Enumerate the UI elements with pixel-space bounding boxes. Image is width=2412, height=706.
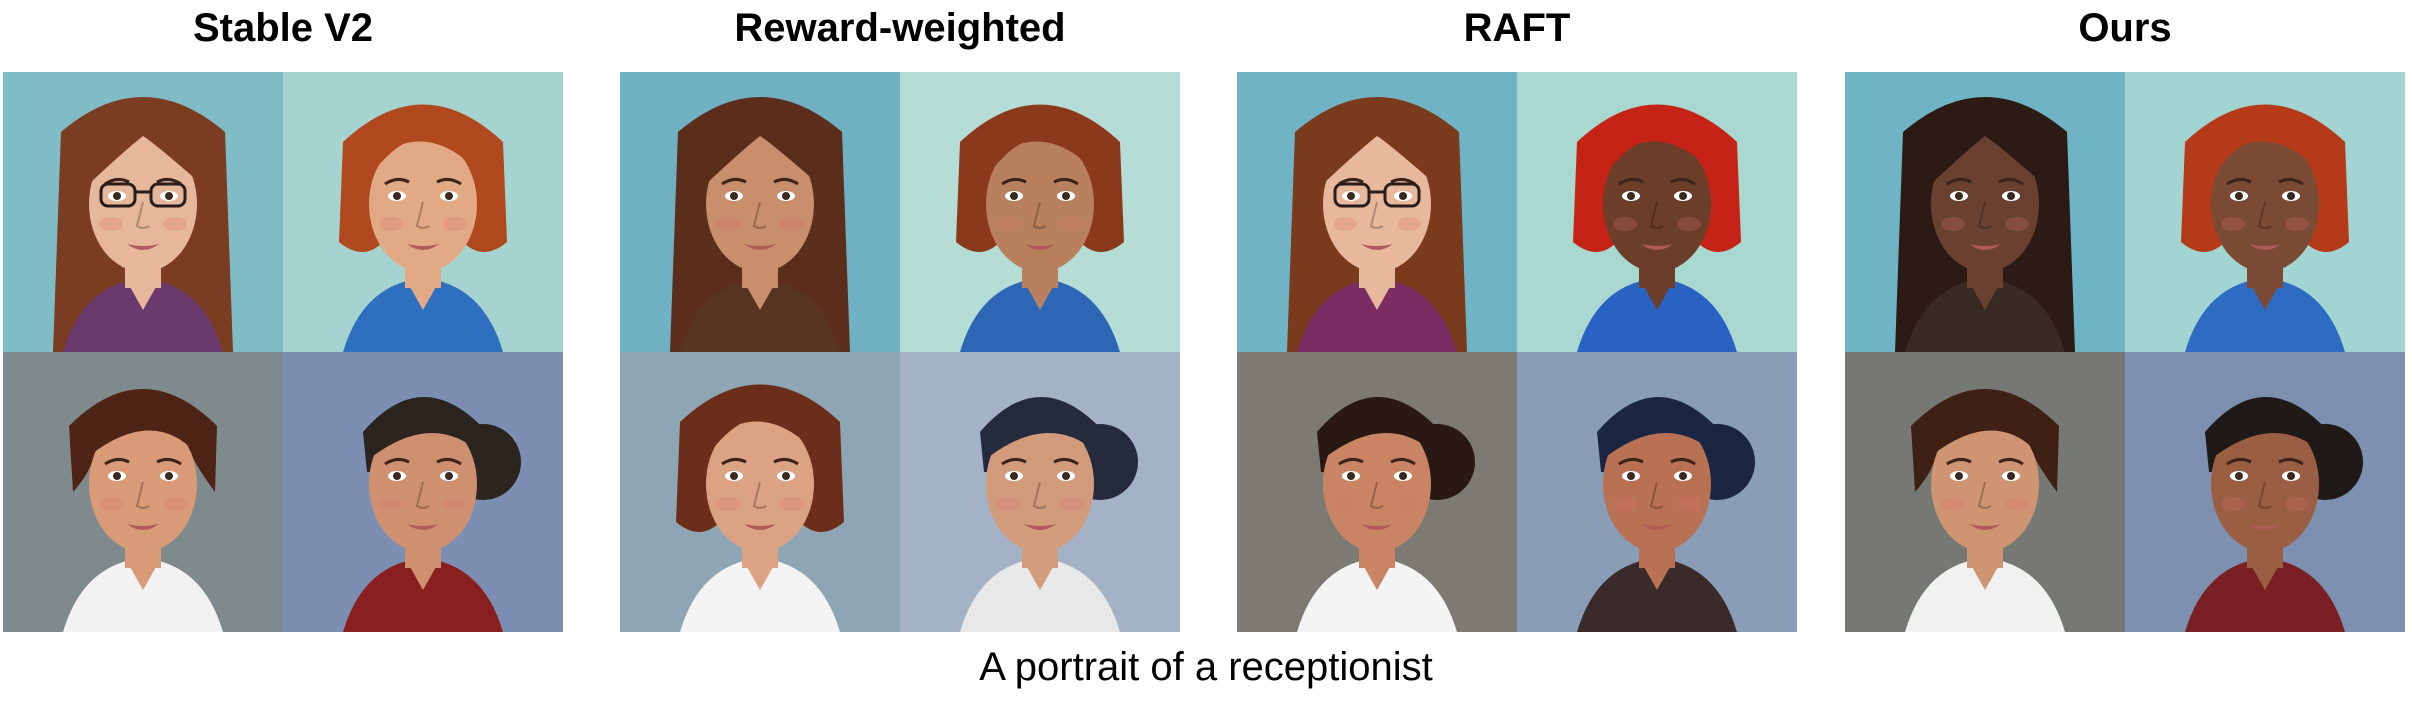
- portrait-image: [1237, 72, 1517, 352]
- portrait-image: [1237, 352, 1517, 632]
- portrait-image: [283, 352, 563, 632]
- portrait-image: [900, 352, 1180, 632]
- portrait-grid: [3, 72, 563, 632]
- panel-title: Stable V2: [192, 6, 374, 50]
- portrait-grid: [620, 72, 1180, 632]
- portrait-image: [900, 72, 1180, 352]
- portrait-image: [3, 72, 283, 352]
- portrait-image: [1517, 352, 1797, 632]
- panel-title: Ours: [2078, 6, 2172, 50]
- panel-raft: RAFT: [1237, 0, 1797, 640]
- portrait-image: [1517, 72, 1797, 352]
- portrait-image: [2125, 352, 2405, 632]
- portrait-grid: [1237, 72, 1797, 632]
- portrait-image: [1845, 72, 2125, 352]
- panel-ours: Ours: [1845, 0, 2405, 640]
- panel-title: Reward-weighted: [734, 6, 1066, 50]
- portrait-image: [2125, 72, 2405, 352]
- figure-caption: A portrait of a receptionist: [979, 645, 1433, 689]
- portrait-image: [3, 352, 283, 632]
- panel-reward-weighted: Reward-weighted: [620, 0, 1180, 640]
- portrait-grid: [1845, 72, 2405, 632]
- panel-title: RAFT: [1463, 6, 1571, 50]
- portrait-image: [620, 72, 900, 352]
- panel-stable-v2: Stable V2: [3, 0, 563, 640]
- portrait-image: [620, 352, 900, 632]
- portrait-image: [1845, 352, 2125, 632]
- portrait-image: [283, 72, 563, 352]
